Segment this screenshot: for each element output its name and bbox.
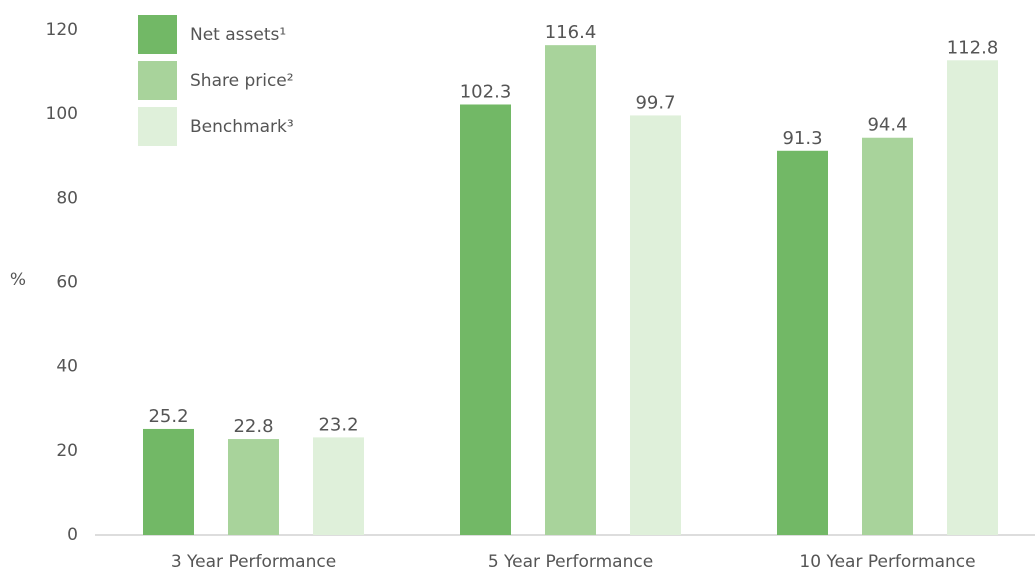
y-axis-label: % xyxy=(10,270,26,290)
value-label: 102.3 xyxy=(460,81,512,102)
value-label: 116.4 xyxy=(545,22,597,43)
x-tick-label: 5 Year Performance xyxy=(488,552,653,572)
bar xyxy=(143,428,194,535)
bar xyxy=(630,115,681,535)
bar xyxy=(313,437,364,535)
legend-swatch xyxy=(138,61,177,100)
y-tick-label: 60 xyxy=(56,273,78,293)
y-tick-label: 20 xyxy=(56,441,78,461)
y-tick-label: 0 xyxy=(67,525,78,545)
legend-swatch xyxy=(138,107,177,146)
y-tick-label: 100 xyxy=(46,104,78,124)
value-label: 99.7 xyxy=(635,92,675,113)
value-label: 91.3 xyxy=(782,128,822,149)
bar xyxy=(460,104,511,536)
value-label: 25.2 xyxy=(148,406,188,427)
y-tick-label: 80 xyxy=(56,188,78,208)
y-tick-label: 120 xyxy=(46,20,78,40)
y-tick-label: 40 xyxy=(56,357,78,377)
legend-swatch xyxy=(138,15,177,54)
value-label: 94.4 xyxy=(867,115,907,136)
value-label: 22.8 xyxy=(233,416,273,437)
x-tick-label: 3 Year Performance xyxy=(171,552,336,572)
bar xyxy=(228,439,279,535)
legend-label: Net assets¹ xyxy=(190,25,286,45)
legend-label: Benchmark³ xyxy=(190,117,294,137)
bar xyxy=(947,60,998,536)
value-label: 23.2 xyxy=(318,414,358,435)
value-label: 112.8 xyxy=(947,37,999,58)
bar xyxy=(777,150,828,535)
x-tick-label: 10 Year Performance xyxy=(799,552,975,572)
legend-label: Share price² xyxy=(190,71,294,91)
bar xyxy=(862,137,913,535)
bar xyxy=(545,45,596,536)
